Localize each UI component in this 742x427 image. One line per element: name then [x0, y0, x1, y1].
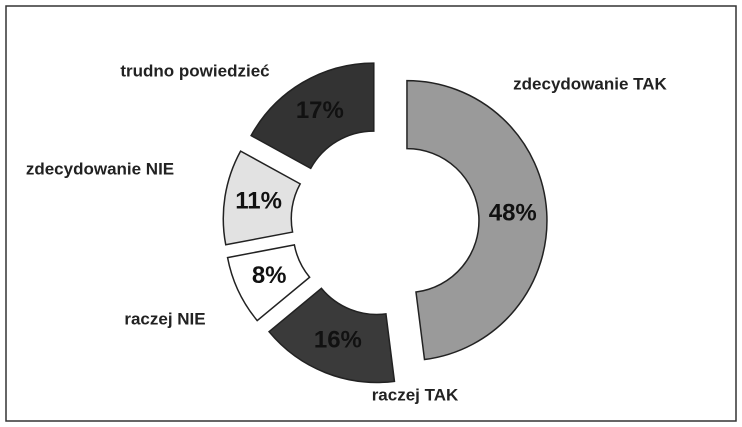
- category-label: zdecydowanie NIE: [26, 159, 174, 178]
- donut-slice: [250, 62, 375, 170]
- donut-slice: [226, 243, 311, 322]
- value-label: 48%: [489, 199, 537, 226]
- value-label: 16%: [314, 326, 362, 353]
- category-label: trudno powiedzieć: [120, 61, 269, 80]
- category-label: raczej TAK: [372, 385, 459, 404]
- donut-slice: [267, 287, 396, 384]
- donut-slice: [222, 150, 302, 246]
- category-label: zdecydowanie TAK: [513, 74, 667, 93]
- category-label: raczej NIE: [124, 309, 205, 328]
- value-label: 11%: [235, 187, 282, 214]
- donut-slice: [406, 79, 548, 361]
- value-label: 17%: [296, 97, 344, 124]
- value-label: 8%: [252, 262, 287, 289]
